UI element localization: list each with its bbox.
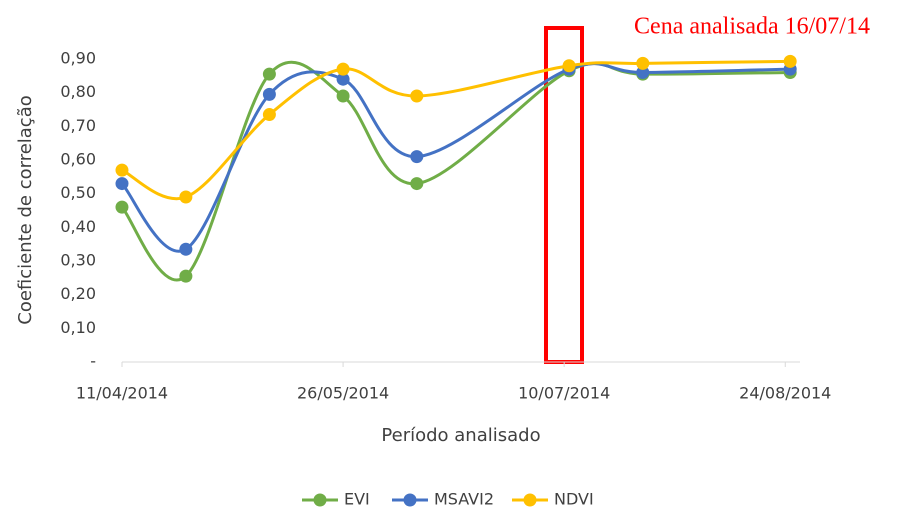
x-tick-label: 24/08/2014 xyxy=(739,384,831,403)
series-marker xyxy=(410,89,424,103)
annotation: Cena analisada 16/07/14 xyxy=(634,14,870,40)
y-tick-label: 0,30 xyxy=(60,251,96,270)
y-tick-label: 0,80 xyxy=(60,82,96,101)
x-tick-label: 26/05/2014 xyxy=(297,384,389,403)
series-marker xyxy=(262,108,276,122)
series-marker xyxy=(783,54,797,68)
series-marker xyxy=(336,72,350,86)
y-tick-label: - xyxy=(90,352,96,371)
y-tick-label: 0,40 xyxy=(60,217,96,236)
legend-marker xyxy=(403,493,417,507)
y-tick-label: 0,20 xyxy=(60,284,96,303)
x-tick-label: 10/07/2014 xyxy=(518,384,610,403)
legend-marker xyxy=(313,493,327,507)
series-marker xyxy=(636,56,650,70)
series-marker xyxy=(179,242,193,256)
legend-label: NDVI xyxy=(554,490,594,509)
series-marker xyxy=(262,67,276,81)
series-line xyxy=(120,60,791,282)
series-marker xyxy=(410,150,424,164)
series-marker xyxy=(410,177,424,191)
y-tick-label: 0,90 xyxy=(60,49,96,68)
series-marker xyxy=(115,200,129,214)
series-marker xyxy=(636,65,650,79)
series-marker xyxy=(336,62,350,76)
y-axis-label: Coeficiente de correlação xyxy=(15,95,36,325)
series-marker xyxy=(115,177,129,191)
series-marker xyxy=(336,89,350,103)
x-tick-label: 11/04/2014 xyxy=(76,384,168,403)
series-marker xyxy=(262,87,276,101)
series-marker xyxy=(179,190,193,204)
series-line xyxy=(121,59,791,201)
y-tick-label: 0,60 xyxy=(60,150,96,169)
series-marker xyxy=(115,163,129,177)
y-tick-label: 0,70 xyxy=(60,116,96,135)
legend-label: EVI xyxy=(344,490,370,509)
x-axis-label: Período analisado xyxy=(381,425,540,446)
series-marker xyxy=(562,59,576,73)
legend-marker xyxy=(523,493,537,507)
y-tick-label: 0,50 xyxy=(60,183,96,202)
y-tick-label: 0,10 xyxy=(60,318,96,337)
legend-label: MSAVI2 xyxy=(434,490,494,509)
series-marker xyxy=(179,269,193,283)
